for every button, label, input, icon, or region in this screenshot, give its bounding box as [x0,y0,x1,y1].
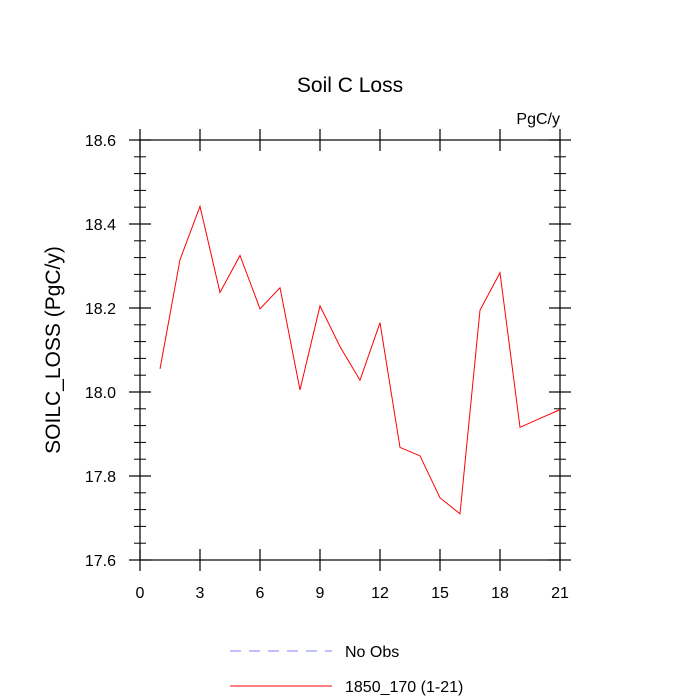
y-tick-label: 18.0 [85,385,116,402]
x-tick-label: 12 [371,585,389,602]
x-tick-label: 15 [431,585,449,602]
y-tick-label: 18.4 [85,217,116,234]
y-axis-label: SOILC_LOSS (PgC/y) [42,246,65,454]
legend-label: No Obs [345,644,399,661]
chart-title: Soil C Loss [297,74,403,97]
axis-ticks [129,129,571,571]
y-tick-label: 18.2 [85,301,116,318]
y-tick-label: 17.8 [85,469,116,486]
axis-tick-labels: 0 3 6 9 12 15 18 21 17.6 17.8 18.0 18.2 18.4 18.6 [85,133,569,602]
x-tick-label: 0 [136,585,145,602]
series-layer [159,204,561,515]
series-line [159,204,561,515]
x-tick-label: 18 [491,585,509,602]
x-tick-label: 21 [551,585,569,602]
units-label: PgC/y [516,111,560,128]
legend-label: 1850_170 (1-21) [345,679,463,696]
y-tick-label: 18.6 [85,133,116,150]
x-tick-label: 3 [196,585,205,602]
x-tick-label: 6 [256,585,265,602]
y-tick-label: 17.6 [85,553,116,570]
plot-frame [139,139,561,561]
x-tick-label: 9 [316,585,325,602]
legend: No Obs 1850_170 (1-21) [230,644,463,696]
